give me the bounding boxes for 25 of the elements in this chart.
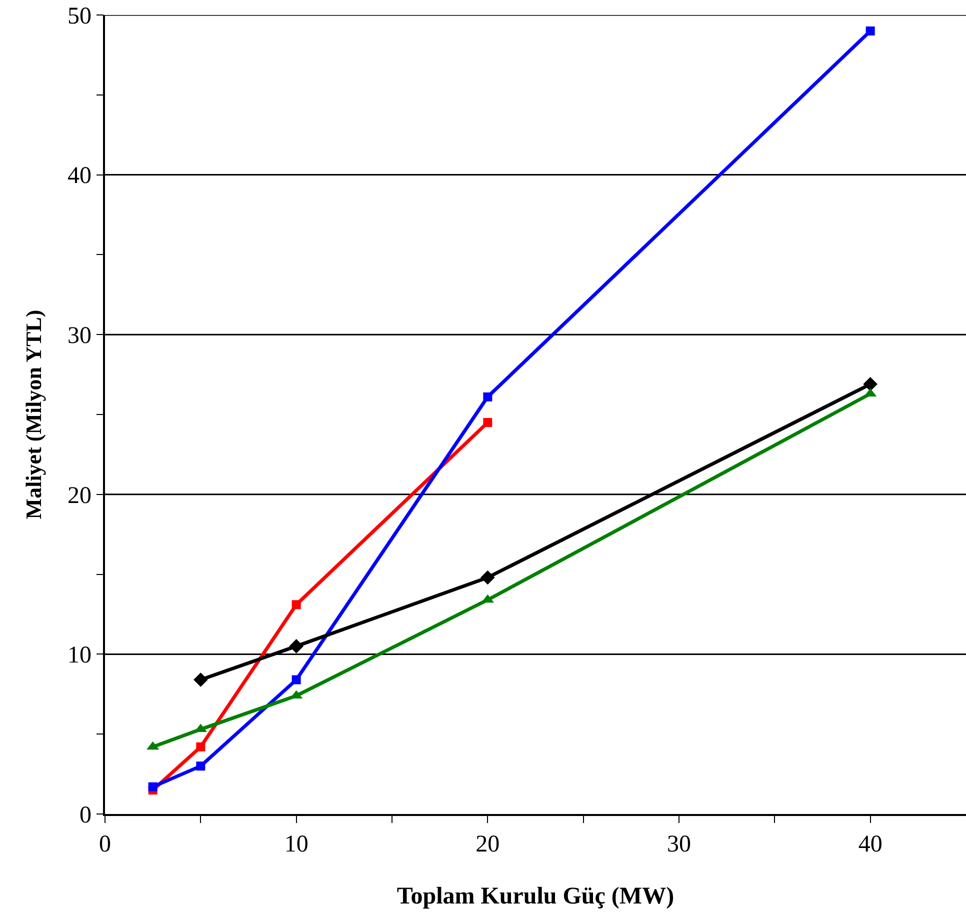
- x-tick-label: 10: [284, 832, 308, 858]
- point: [289, 639, 304, 654]
- y-tick-label: 40: [67, 163, 92, 190]
- x-tick-label: 30: [667, 832, 691, 858]
- point: [196, 742, 206, 752]
- point: [292, 600, 301, 610]
- point: [863, 376, 878, 392]
- y-tick-label: 10: [67, 642, 92, 669]
- point: [148, 782, 158, 792]
- point: [480, 570, 495, 585]
- point: [194, 672, 208, 687]
- point: [292, 675, 301, 684]
- x-tick-label: 20: [476, 832, 500, 858]
- point: [483, 418, 492, 427]
- point: [196, 762, 206, 771]
- x-tick-label: 0: [99, 832, 111, 858]
- y-tick-label: 50: [67, 3, 92, 30]
- x-axis-title: Toplam Kurulu Güç (MW): [396, 883, 674, 910]
- point: [866, 26, 875, 36]
- y-tick-label: 0: [79, 802, 92, 828]
- x-tick-label: 40: [858, 832, 882, 858]
- y-axis-title: Maliyet (Milyon YTL): [20, 310, 46, 520]
- y-tick-label: 20: [67, 482, 92, 509]
- point: [483, 392, 492, 402]
- y-tick-label: 30: [67, 323, 92, 349]
